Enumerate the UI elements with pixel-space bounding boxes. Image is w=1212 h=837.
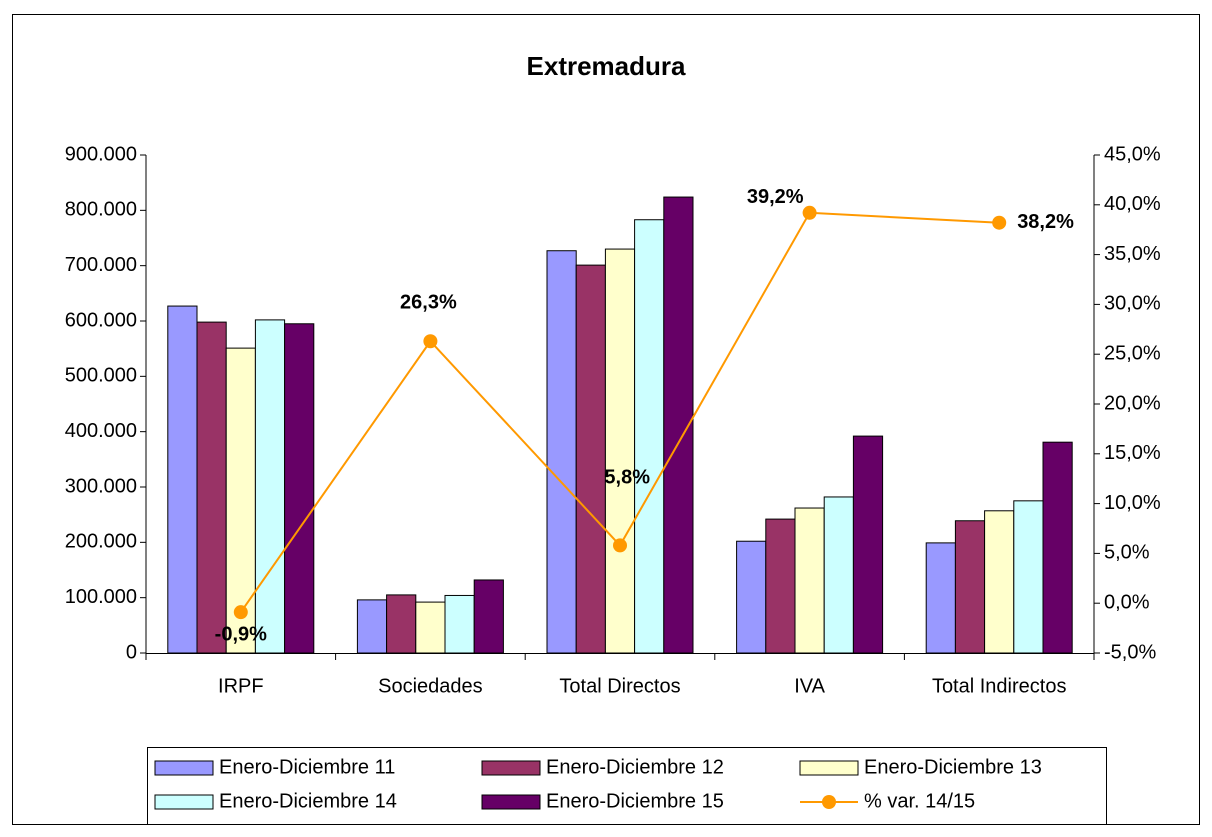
bar bbox=[284, 323, 315, 654]
y-tick-label: 200.000 bbox=[65, 531, 137, 553]
bar bbox=[356, 599, 388, 654]
y2-tick-label: 15,0% bbox=[1104, 442, 1161, 464]
bar bbox=[386, 594, 417, 654]
bar bbox=[604, 248, 636, 654]
x-tick-label: Total Directos bbox=[559, 675, 680, 697]
marker bbox=[613, 538, 627, 553]
legend-box bbox=[147, 747, 1107, 825]
legend-swatch bbox=[481, 760, 541, 776]
y-tick-label: 100.000 bbox=[65, 586, 137, 608]
y-tick-label: 400.000 bbox=[65, 420, 137, 442]
legend-swatch bbox=[799, 760, 859, 776]
bar bbox=[794, 507, 825, 654]
legend-label: % var. 14/15 bbox=[864, 790, 975, 812]
y-tick-label: 300.000 bbox=[65, 475, 137, 497]
x-tick-label: Sociedades bbox=[378, 675, 483, 697]
y2-tick-label: 45,0% bbox=[1104, 143, 1161, 165]
y2-tick-label: 20,0% bbox=[1104, 392, 1161, 414]
marker bbox=[423, 334, 438, 349]
legend-swatch bbox=[481, 794, 541, 810]
x-tick-label: IRPF bbox=[218, 675, 264, 697]
bar bbox=[254, 319, 286, 654]
y-tick-label: 700.000 bbox=[65, 254, 137, 276]
legend-swatch bbox=[154, 794, 214, 810]
chart-title: Extremadura bbox=[527, 51, 686, 81]
y2-tick-label: 5,0% bbox=[1104, 542, 1150, 564]
y2-tick-label: -5,0% bbox=[1104, 641, 1156, 663]
data-label: -0,9% bbox=[215, 623, 267, 645]
bar bbox=[823, 496, 854, 654]
bar bbox=[575, 264, 606, 654]
x-tick-label: Total Indirectos bbox=[932, 675, 1067, 697]
legend-marker bbox=[822, 795, 836, 809]
data-label: 38,2% bbox=[1017, 211, 1074, 233]
bar bbox=[852, 435, 884, 654]
data-label: 26,3% bbox=[400, 292, 457, 314]
legend-label: Enero-Diciembre 14 bbox=[219, 790, 397, 812]
legend-label: Enero-Diciembre 12 bbox=[546, 756, 724, 778]
bar bbox=[225, 347, 256, 654]
bar bbox=[167, 305, 198, 654]
y2-tick-label: 10,0% bbox=[1104, 492, 1161, 514]
bar bbox=[925, 542, 956, 654]
y-tick-label: 0 bbox=[126, 641, 137, 663]
y2-tick-label: 30,0% bbox=[1104, 293, 1161, 315]
y2-tick-label: 25,0% bbox=[1104, 342, 1161, 364]
y-tick-label: 900.000 bbox=[65, 143, 137, 165]
y2-tick-label: 35,0% bbox=[1104, 243, 1161, 265]
bar bbox=[736, 540, 767, 654]
marker bbox=[233, 605, 248, 620]
bar bbox=[634, 219, 665, 654]
bar bbox=[1013, 500, 1044, 654]
x-tick-label: IVA bbox=[794, 675, 825, 697]
y2-tick-label: 0,0% bbox=[1104, 591, 1150, 613]
marker bbox=[802, 205, 817, 220]
bar bbox=[196, 321, 227, 654]
bar bbox=[954, 520, 986, 654]
bar bbox=[546, 250, 577, 654]
legend-label: Enero-Diciembre 15 bbox=[546, 790, 724, 812]
y-tick-label: 600.000 bbox=[65, 309, 137, 331]
bar bbox=[1042, 441, 1073, 654]
legend-swatch bbox=[154, 760, 214, 776]
bar bbox=[415, 601, 446, 654]
bar bbox=[444, 594, 475, 654]
data-label: 5,8% bbox=[604, 467, 650, 489]
bar bbox=[473, 579, 504, 654]
legend-label: Enero-Diciembre 13 bbox=[864, 756, 1042, 778]
y-tick-label: 800.000 bbox=[65, 199, 137, 221]
y2-tick-label: 40,0% bbox=[1104, 193, 1161, 215]
legend-label: Enero-Diciembre 11 bbox=[219, 756, 395, 778]
marker bbox=[992, 215, 1007, 230]
y-tick-label: 500.000 bbox=[65, 365, 137, 387]
data-label: 39,2% bbox=[747, 186, 804, 208]
bar bbox=[765, 518, 796, 654]
bar bbox=[984, 510, 1015, 654]
